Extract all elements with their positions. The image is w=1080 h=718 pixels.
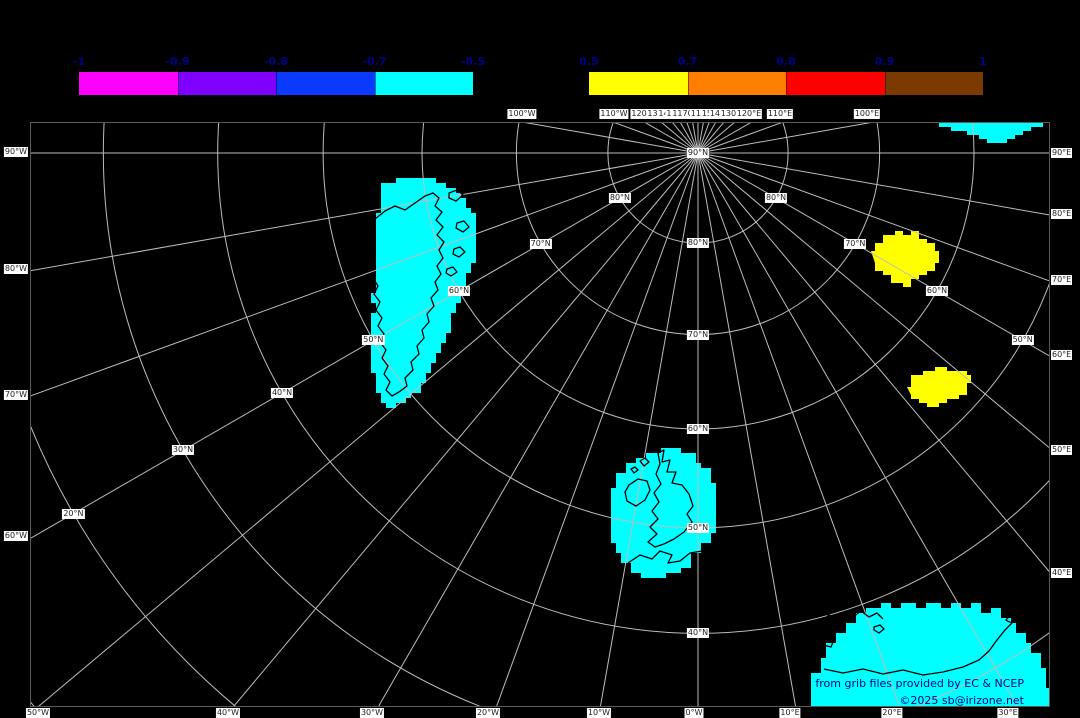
colorbar-segment xyxy=(589,72,688,95)
latitude-label: 60°N xyxy=(925,285,949,296)
longitude-label-right: 60°E xyxy=(1051,350,1073,360)
landmasses xyxy=(371,123,1049,706)
scandinavia-anomaly-region-1 xyxy=(871,231,939,287)
longitude-label-bottom: 30°E xyxy=(997,708,1019,718)
arctic-east-anomaly-region xyxy=(939,123,1043,143)
negative-scale: -1 -0.9 -0.8 -0.7 -0.5 xyxy=(73,55,485,95)
coastlines xyxy=(372,189,1030,676)
latitude-label: 80°N xyxy=(686,238,710,249)
colorbar-tick-label: -1 xyxy=(72,55,86,68)
longitude-label-top: 120°E xyxy=(735,109,763,119)
colorbar-segment xyxy=(79,72,178,95)
longitude-label-left: 80°W xyxy=(3,264,28,274)
longitude-label-right: 40°E xyxy=(1051,568,1073,578)
longitude-label-left: 90°W xyxy=(3,147,28,157)
longitude-label-bottom: 0°W xyxy=(684,708,704,718)
longitude-label-left: 60°W xyxy=(3,531,28,541)
graticule xyxy=(31,123,1049,706)
longitude-label-bottom: 10°E xyxy=(779,708,801,718)
colorbar-tick-label: -0.5 xyxy=(460,55,486,68)
longitude-label-bottom: 40°W xyxy=(215,708,241,718)
latitude-label: 50°N xyxy=(686,522,710,533)
latitude-label: 50°N xyxy=(1011,335,1034,346)
longitude-label-top: 100°E xyxy=(853,109,881,119)
colorbar-tick-label: -0.8 xyxy=(263,55,289,68)
longitude-label-right: 70°E xyxy=(1051,275,1073,285)
latitude-label: 90°N xyxy=(686,148,710,158)
latitude-label: 40°N xyxy=(270,388,294,399)
longitude-label-bottom: 50°W xyxy=(25,708,51,718)
longitude-label-right: 80°E xyxy=(1051,209,1073,219)
credits-line-1: from grib files provided by EC & NCEP xyxy=(815,677,1024,690)
longitude-label-top: 120°W xyxy=(630,109,660,119)
colorbar-segment xyxy=(687,72,786,95)
colorbar-tick-label: 0.8 xyxy=(776,55,796,68)
latitude-label: 70°N xyxy=(529,238,552,249)
credits-line-2: ©2025 sb@irizone.net xyxy=(899,694,1024,706)
longitude-label-top: 110°E xyxy=(766,109,794,119)
longitude-label-bottom: 10°W xyxy=(586,708,612,718)
latitude-label: 40°N xyxy=(686,628,710,639)
latitude-label: 80°N xyxy=(608,193,632,204)
latitude-label: 20°N xyxy=(62,508,85,519)
colorbar-tick-label: 0.9 xyxy=(874,55,895,68)
latitude-label: 80°N xyxy=(764,193,788,204)
longitude-label-top: 110°W xyxy=(599,109,629,119)
scandinavia-anomaly-region-2 xyxy=(907,367,971,407)
longitude-label-bottom: 20°E xyxy=(881,708,903,718)
latitude-label: 60°N xyxy=(447,285,471,296)
longitude-label-bottom: 30°W xyxy=(359,708,385,718)
longitude-label-right: 90°E xyxy=(1051,148,1073,158)
longitude-label-bottom: 20°W xyxy=(475,708,501,718)
longitude-label-left: 70°W xyxy=(3,390,28,400)
colorbar-segment xyxy=(276,72,375,95)
positive-scale: 0.5 0.7 0.8 0.9 1 xyxy=(579,55,987,95)
colorbar-tick-label: 1 xyxy=(979,55,987,68)
colorbar-segment xyxy=(177,72,276,95)
map-frame: from grib files provided by EC & NCEP ©20… xyxy=(30,122,1050,707)
map-svg: from grib files provided by EC & NCEP ©20… xyxy=(31,123,1049,706)
latitude-label: 30°N xyxy=(171,445,195,456)
latitude-label: 70°N xyxy=(686,329,710,340)
longitude-label-top: 100°W xyxy=(507,109,537,119)
southeast-europe-anomaly-region xyxy=(811,603,1049,706)
latitude-label: 70°N xyxy=(844,238,867,249)
latitude-label: 50°N xyxy=(362,335,385,346)
colorbar-tick-label: 0.5 xyxy=(579,55,599,68)
colorbar-tick-label: -0.7 xyxy=(362,55,387,68)
longitude-label-right: 50°E xyxy=(1051,445,1073,455)
longitude-label-top: 130°E xyxy=(719,109,747,119)
greenland-anomaly-region xyxy=(371,178,476,408)
colorbar-segment xyxy=(786,72,885,95)
colorbar-tick-label: 0.7 xyxy=(677,55,698,68)
uk-ireland-anomaly-region xyxy=(611,448,716,578)
colorbar-segment xyxy=(884,72,983,95)
colorbar-segment xyxy=(374,72,473,95)
latitude-label: 60°N xyxy=(686,423,710,434)
colorbar-tick-label: -0.9 xyxy=(165,55,190,68)
